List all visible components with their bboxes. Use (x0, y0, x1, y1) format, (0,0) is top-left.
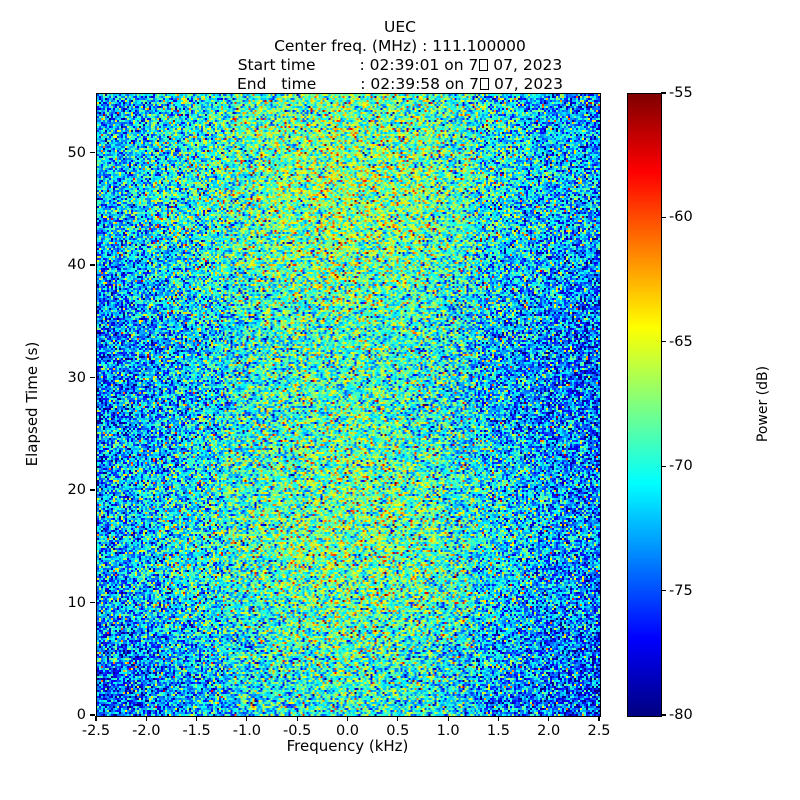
x-tick-label: 0.0 (335, 723, 360, 739)
title-end-time: End time : 02:39:58 on 7 07, 2023 (0, 75, 800, 94)
spectrogram-plot-area[interactable] (96, 93, 601, 717)
x-tick-mark (447, 716, 449, 721)
x-axis-label: Frequency (kHz) (286, 737, 409, 755)
missing-glyph-icon (478, 59, 488, 71)
missing-glyph-icon (479, 78, 489, 90)
x-tick-label: -0.5 (283, 723, 312, 739)
x-tick-mark (95, 716, 97, 721)
x-tick-label: -2.0 (132, 723, 161, 739)
colorbar-tick-label: -70 (669, 458, 693, 475)
x-tick-label: 1.0 (436, 723, 460, 739)
y-tick-mark (90, 489, 95, 491)
spectrogram-image (97, 94, 600, 716)
title-start-time: Start time : 02:39:01 on 7 07, 2023 (0, 56, 800, 75)
x-tick-mark (246, 716, 248, 721)
x-tick-mark (196, 716, 198, 721)
x-tick-label: 0.5 (386, 723, 410, 739)
colorbar-tick-mark (661, 590, 666, 592)
colorbar-tick-mark (661, 341, 666, 343)
colorbar-tick-mark (661, 216, 666, 218)
colorbar-gradient (628, 94, 661, 716)
title-center-freq: Center freq. (MHz) : 111.100000 (274, 37, 526, 55)
x-tick-mark (145, 716, 147, 721)
title-start-time-label: Start time (237, 56, 316, 74)
y-tick-label: 20 (67, 482, 86, 499)
y-tick-mark (90, 264, 95, 266)
x-tick-mark (598, 716, 600, 721)
x-tick-mark (296, 716, 298, 721)
colorbar-tick-label: -75 (669, 582, 693, 599)
x-tick-label: -2.5 (81, 723, 111, 739)
title-end-time-tail: 07, 2023 (489, 75, 563, 93)
colorbar-tick-mark (661, 92, 666, 94)
y-tick-label: 0 (76, 707, 86, 723)
x-tick-label: -1.0 (232, 723, 262, 739)
colorbar-tick-label: -55 (669, 85, 693, 101)
colorbar-tick-label: -60 (669, 209, 693, 226)
title-end-time-label: End time (236, 75, 317, 93)
x-tick-label: 2.0 (537, 723, 561, 739)
title-start-time-value: : 02:39:01 on 7 (359, 56, 479, 74)
colorbar-tick-mark (661, 714, 666, 716)
title-station: UEC (384, 18, 416, 36)
y-tick-label: 50 (67, 144, 86, 161)
y-tick-mark (90, 714, 95, 716)
title-end-time-value: : 02:39:58 on 7 (360, 75, 480, 93)
colorbar-tick-label: -80 (669, 707, 693, 723)
y-tick-label: 10 (67, 594, 86, 611)
x-tick-label: 1.5 (486, 723, 510, 739)
x-tick-mark (548, 716, 550, 721)
x-tick-label: 2.5 (587, 723, 611, 739)
x-tick-mark (346, 716, 349, 721)
x-tick-mark (397, 716, 399, 721)
colorbar-tick-mark (661, 465, 666, 467)
colorbar-tick-label: -65 (669, 333, 693, 350)
title-start-time-tail: 07, 2023 (488, 56, 563, 74)
figure-title-block: UEC Center freq. (MHz) : 111.100000 Star… (0, 18, 800, 94)
x-tick-label: -1.5 (182, 723, 211, 739)
y-tick-mark (90, 601, 95, 604)
x-tick-mark (497, 716, 499, 721)
y-tick-mark (90, 376, 95, 379)
y-tick-label: 30 (67, 369, 86, 386)
y-axis-label: Elapsed Time (s) (23, 341, 41, 467)
colorbar[interactable] (627, 93, 662, 717)
y-tick-label: 40 (67, 257, 86, 274)
colorbar-label: Power (dB) (755, 365, 771, 443)
y-tick-mark (90, 152, 95, 154)
